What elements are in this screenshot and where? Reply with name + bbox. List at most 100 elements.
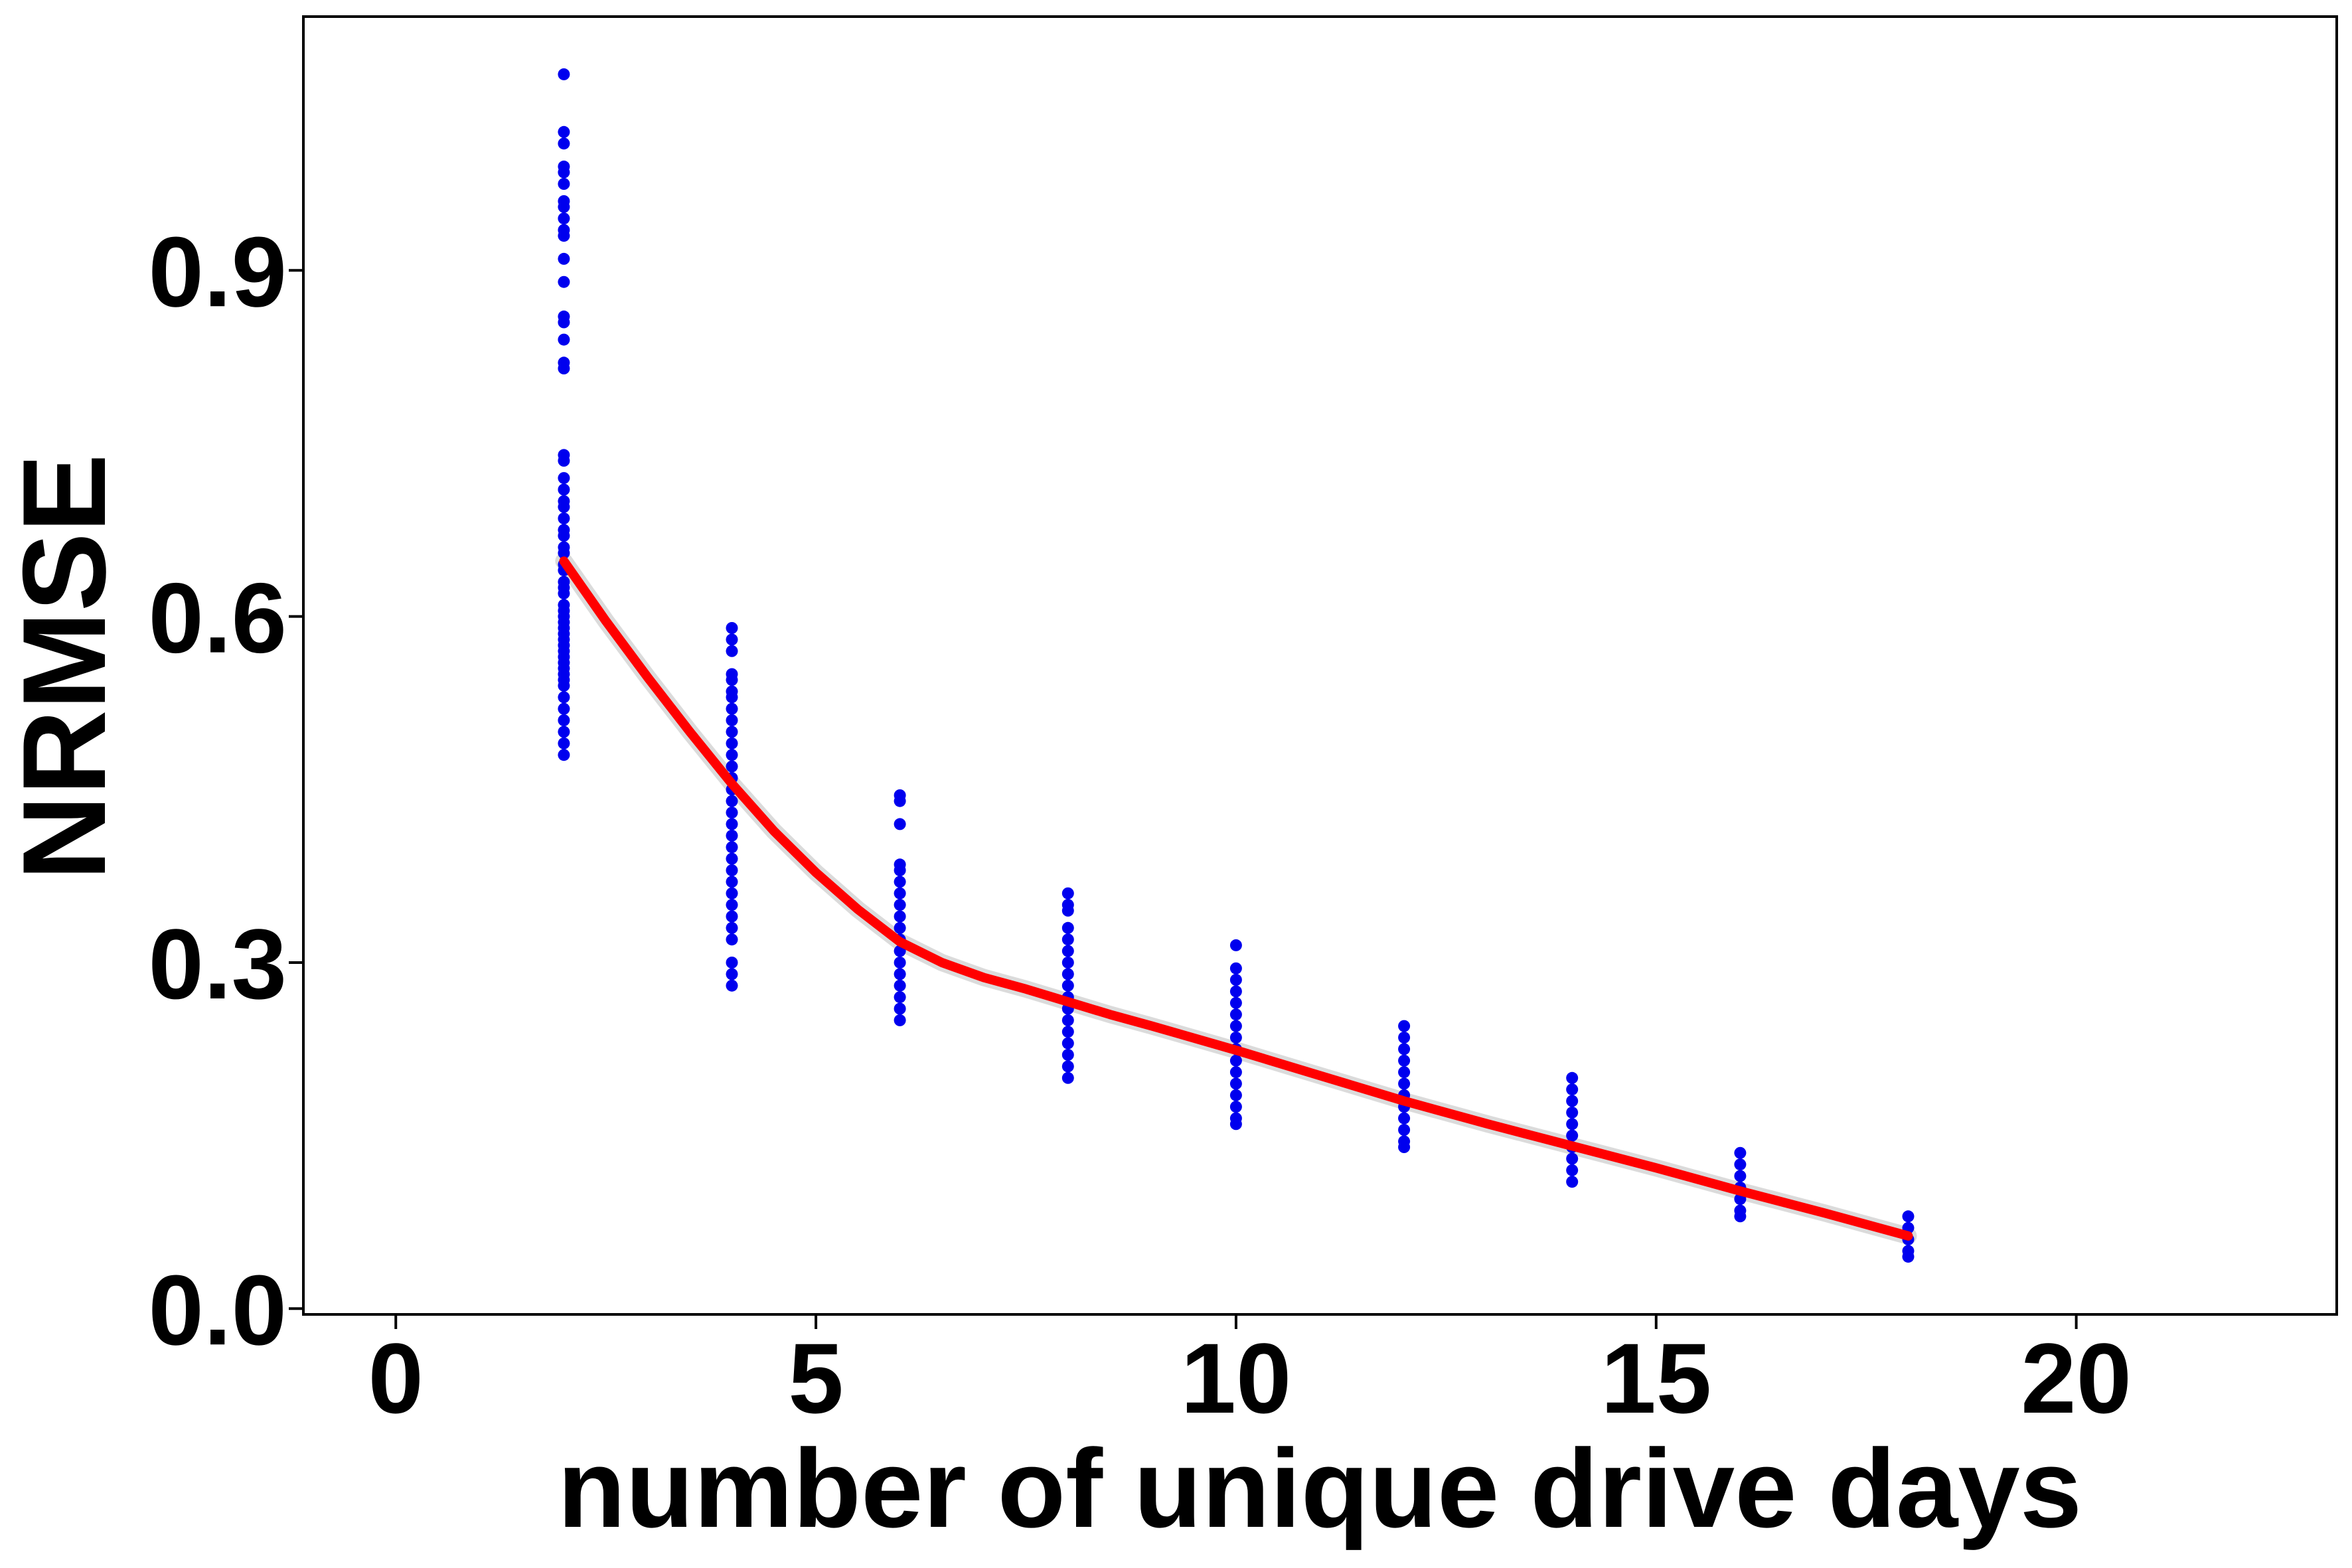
x-axis: 0 5 10 15 20 (368, 1314, 2132, 1434)
scatter-point (1398, 1124, 1411, 1136)
scatter-point (894, 968, 906, 980)
scatter-point (1566, 1106, 1579, 1119)
scatter-point (1229, 1008, 1242, 1021)
scatter-point (558, 737, 570, 749)
scatter-point (558, 587, 570, 599)
scatter-point (1229, 1089, 1242, 1101)
scatter-point (1061, 887, 1074, 900)
scatter-point (726, 876, 738, 888)
scatter-point (894, 921, 906, 934)
scatter-point (894, 957, 906, 969)
scatter-point (726, 726, 738, 738)
scatter-point (1061, 968, 1074, 980)
scatter-point (726, 645, 738, 657)
scatter-point (558, 230, 570, 242)
scatter-point (1734, 1146, 1747, 1159)
scatter-point (894, 979, 906, 992)
scatter-point (726, 921, 738, 934)
scatter-point (726, 818, 738, 830)
scatter-point (558, 252, 570, 265)
x-tick-label: 0 (368, 1322, 424, 1434)
scatter-point (558, 714, 570, 726)
scatter-point (1398, 1141, 1411, 1153)
scatter-point (894, 795, 906, 807)
scatter-point (726, 887, 738, 900)
scatter-point (1566, 1129, 1579, 1142)
scatter-point (1398, 1066, 1411, 1079)
scatter-point (1229, 996, 1242, 1009)
y-tick-label: 0.0 (148, 1254, 287, 1366)
scatter-point (558, 166, 570, 179)
scatter-point (558, 547, 570, 560)
scatter-point (1061, 1049, 1074, 1061)
scatter-point (894, 887, 906, 900)
scatter-point (558, 455, 570, 467)
scatter-point (558, 702, 570, 715)
scatter-point (558, 275, 570, 288)
scatter-point (1061, 1060, 1074, 1073)
scatter-point (558, 333, 570, 346)
x-tick-label: 20 (2021, 1322, 2132, 1434)
scatter-point (1061, 933, 1074, 946)
scatter-point (894, 991, 906, 1004)
y-axis-title: NRMSE (0, 454, 130, 881)
scatter-point (894, 864, 906, 876)
scatter-point (558, 679, 570, 692)
scatter-point (726, 910, 738, 923)
scatter-point (1229, 1020, 1242, 1032)
scatter-point (1566, 1118, 1579, 1131)
scatter-point (894, 1014, 906, 1026)
scatter-point (558, 512, 570, 524)
scatter-point (1061, 957, 1074, 969)
scatter-point (1398, 1112, 1411, 1125)
x-axis-title: number of unique drive days (558, 1426, 2082, 1551)
scatter-point (1061, 921, 1074, 934)
scatter-point (1734, 1210, 1747, 1223)
scatter-point (726, 633, 738, 646)
scatter-point (1398, 1031, 1411, 1044)
scatter-point (1061, 1026, 1074, 1038)
scatter-point (558, 726, 570, 738)
scatter-point (1398, 1043, 1411, 1056)
scatter-point (558, 316, 570, 329)
scatter-point (558, 178, 570, 190)
scatter-point (1566, 1083, 1579, 1096)
scatter-point (1902, 1210, 1915, 1223)
scatter-point (726, 957, 738, 969)
scatter-point (1734, 1170, 1747, 1182)
scatter-point (1061, 1037, 1074, 1050)
scatter-point (1061, 1071, 1074, 1084)
plot-panel-border (302, 15, 2338, 1316)
x-tick-label: 10 (1181, 1322, 1292, 1434)
scatter-point (1061, 945, 1074, 957)
scatter-point (726, 899, 738, 911)
scatter-point (558, 483, 570, 496)
y-tick-label: 0.6 (148, 562, 287, 674)
scatter-point (894, 910, 906, 923)
scatter-point (1061, 979, 1074, 992)
scatter-point (726, 749, 738, 761)
scatter-point (726, 864, 738, 876)
scatter-point (1229, 1118, 1242, 1131)
scatter-point (1061, 904, 1074, 917)
scatter-point (1229, 1054, 1242, 1067)
scatter-point (558, 137, 570, 150)
scatter-point (1229, 985, 1242, 998)
scatter-point (726, 979, 738, 992)
scatter-point (726, 760, 738, 773)
scatter-point (558, 472, 570, 485)
scatter-point (1398, 1020, 1411, 1032)
scatter-point (1566, 1164, 1579, 1176)
scatter-point (1566, 1176, 1579, 1188)
scatter-point (1061, 1014, 1074, 1026)
scatter-point (726, 691, 738, 704)
scatter-point (1229, 1101, 1242, 1113)
scatter-point (726, 829, 738, 842)
scatter-point (558, 212, 570, 225)
scatter-point (726, 674, 738, 686)
scatter-point (1229, 1031, 1242, 1044)
scatter-point (558, 362, 570, 374)
scatter-point (1229, 939, 1242, 951)
x-tick-label: 15 (1601, 1322, 1711, 1434)
scatter-point (558, 68, 570, 80)
